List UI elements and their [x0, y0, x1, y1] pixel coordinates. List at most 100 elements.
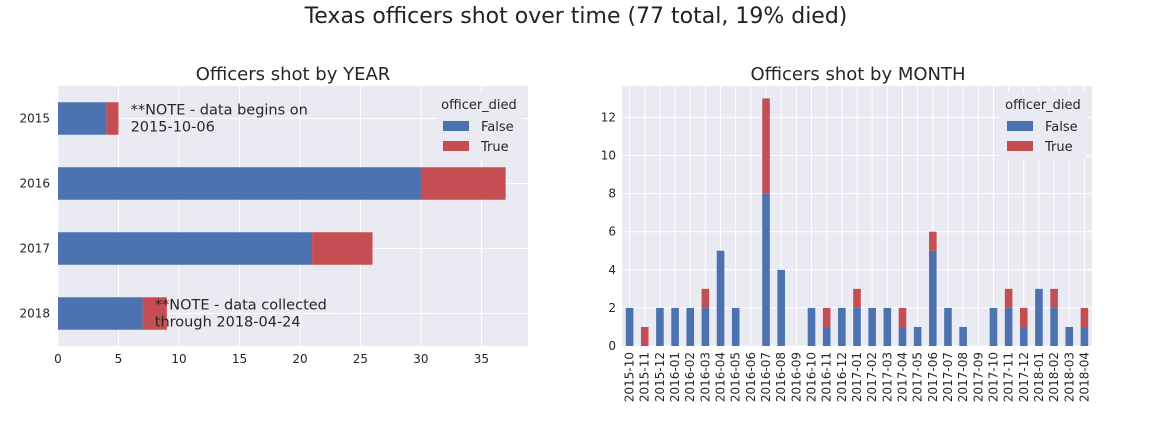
legend-swatch [1007, 121, 1033, 131]
month-bar-false [807, 307, 816, 346]
month-bar-false [671, 307, 679, 346]
month-bar-true [1050, 288, 1058, 308]
legend-swatch [443, 141, 469, 151]
month-bar-true [1019, 307, 1028, 327]
x-tick-label: 2017-05 [911, 352, 925, 402]
month-bar-false [944, 307, 952, 346]
year-tick-labels: 0 5 10 15 20 25 30 35 2015 2016 2017 2018 [19, 112, 489, 367]
legend-swatch [1007, 141, 1033, 151]
month-bar-false [701, 307, 710, 346]
month-bar-true [822, 307, 831, 327]
year-bar-true [106, 102, 119, 135]
legend-title: officer_died [1005, 98, 1081, 113]
x-tick-label: 2016-03 [698, 352, 712, 402]
x-tick-label: 2016-11 [820, 352, 834, 402]
x-tick-label: 2017-03 [880, 352, 894, 402]
month-bar-false [1035, 288, 1043, 346]
y-tick-label: 2017 [19, 242, 50, 256]
year-bar-false [58, 232, 313, 265]
month-bar-false [625, 307, 634, 346]
month-bar-false [1050, 307, 1058, 346]
annotation-note: 2015-10-06 [131, 120, 215, 136]
x-tick-label: 0 [54, 352, 62, 366]
annotation-note: **NOTE - data collected [155, 298, 327, 314]
month-bar-false [1004, 307, 1013, 346]
month-bar-false [838, 307, 846, 346]
x-tick-label: 2017-08 [956, 352, 970, 402]
year-bar-false [58, 167, 421, 200]
y-tick-label: 2018 [19, 307, 50, 321]
x-tick-label: 2015-10 [623, 352, 637, 402]
year-bar-false [58, 297, 143, 330]
month-bar-false [959, 326, 967, 346]
x-tick-label: 2017-06 [926, 352, 940, 402]
month-bar-false [1019, 326, 1028, 346]
y-tick-label: 2016 [19, 177, 50, 191]
x-tick-label: 2015-12 [653, 352, 667, 402]
annotation-note: through 2018-04-24 [155, 315, 301, 331]
x-tick-label: 2017-07 [941, 352, 955, 402]
month-bar-false [716, 250, 725, 346]
month-bars [625, 98, 1089, 346]
month-bar-true [1080, 307, 1089, 327]
y-tick-label: 10 [601, 149, 616, 163]
x-tick-label: 10 [171, 352, 186, 366]
x-tick-label: 2018-02 [1047, 352, 1061, 402]
month-bar-false [731, 307, 740, 346]
month-bar-false [1080, 326, 1089, 346]
month-bar-false [913, 326, 922, 346]
x-tick-label: 2018-04 [1077, 352, 1091, 402]
year-bar-true [312, 232, 373, 265]
y-tick-label: 12 [601, 110, 616, 124]
x-tick-label: 2016-02 [683, 352, 697, 402]
month-bar-true [1004, 288, 1013, 308]
x-tick-label: 2017-01 [850, 352, 864, 402]
month-legend: officer_died False True [1001, 93, 1086, 159]
month-bar-false [883, 307, 892, 346]
x-tick-label: 2015-11 [638, 352, 652, 402]
legend-title: officer_died [441, 98, 517, 113]
month-bar-true [640, 326, 649, 346]
month-bar-true [701, 288, 710, 308]
y-tick-label: 8 [608, 187, 616, 201]
legend-label: True [1044, 140, 1073, 155]
x-tick-label: 2017-09 [971, 352, 985, 402]
x-tick-label: 2016-09 [789, 352, 803, 402]
year-bars [58, 102, 506, 330]
month-bar-true [853, 288, 861, 308]
month-bar-true [762, 98, 770, 194]
year-bar-true [420, 167, 506, 200]
year-chart: 0 5 10 15 20 25 30 35 2015 2016 2017 2018 Officers … [19, 64, 528, 366]
month-bar-false [762, 193, 770, 346]
y-tick-label: 2 [608, 301, 616, 315]
x-tick-label: 2016-07 [759, 352, 773, 402]
year-bar-false [58, 102, 107, 135]
month-bar-true [929, 231, 937, 251]
x-tick-label: 2017-04 [895, 352, 909, 402]
legend-label: True [480, 140, 509, 155]
month-bar-false [777, 269, 785, 346]
month-bar-false [853, 307, 861, 346]
x-tick-label: 2016-08 [774, 352, 788, 402]
month-bar-false [822, 326, 831, 346]
month-bar-false [929, 250, 937, 346]
x-tick-label: 2018-01 [1032, 352, 1046, 402]
month-bar-true [898, 307, 907, 327]
month-bar-false [1065, 326, 1074, 346]
legend-swatch [443, 121, 469, 131]
figure-title: Texas officers shot over time (77 total,… [304, 4, 848, 29]
x-tick-label: 2016-05 [729, 352, 743, 402]
x-tick-label: 30 [413, 352, 428, 366]
month-bar-false [656, 307, 664, 346]
month-bar-false [868, 307, 876, 346]
x-tick-label: 5 [115, 352, 123, 366]
x-tick-label: 2017-10 [986, 352, 1000, 402]
y-tick-label: 0 [608, 339, 616, 353]
x-tick-label: 2016-10 [805, 352, 819, 402]
year-legend: officer_died False True [437, 93, 522, 159]
month-bar-false [898, 326, 907, 346]
legend-label: False [481, 120, 514, 135]
